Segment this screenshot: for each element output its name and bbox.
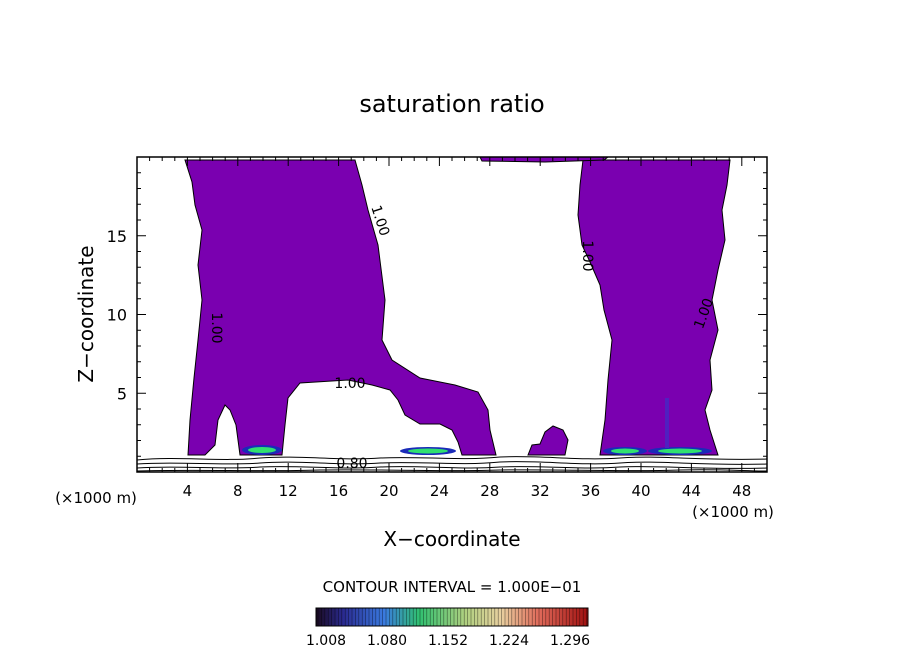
x-axis-label: X−coordinate bbox=[383, 527, 520, 551]
x-tick-label: 20 bbox=[379, 482, 398, 500]
colorbar-labels: 1.008 1.080 1.152 1.224 1.296 bbox=[306, 633, 590, 649]
colorbar-label: 1.080 bbox=[367, 633, 407, 649]
x-tick-label: 44 bbox=[682, 482, 701, 500]
x-tick-label: 40 bbox=[631, 482, 650, 500]
patch bbox=[665, 398, 669, 448]
contour-label: 0.80 bbox=[336, 456, 367, 472]
y-tick-label: 15 bbox=[107, 227, 127, 246]
x-tick-label: 28 bbox=[480, 482, 499, 500]
x-tick-label: 24 bbox=[430, 482, 449, 500]
y-tick-label: 5 bbox=[117, 384, 127, 403]
patch bbox=[248, 447, 276, 453]
right-plume bbox=[577, 159, 731, 456]
y-tick-label: 10 bbox=[107, 306, 127, 325]
x-unit-left: (×1000 m) bbox=[55, 489, 137, 507]
contour-label: 1.00 bbox=[208, 312, 224, 343]
supersaturated-regions bbox=[184, 156, 731, 456]
chart-title: saturation ratio bbox=[359, 90, 544, 118]
x-tick-label: 32 bbox=[531, 482, 550, 500]
x-tick-label: 16 bbox=[329, 482, 348, 500]
y-tick-labels: 5 10 15 bbox=[107, 227, 127, 404]
patch bbox=[611, 448, 639, 454]
contour-interval: CONTOUR INTERVAL = 1.000E−01 bbox=[323, 578, 582, 596]
plot-frame bbox=[136, 156, 768, 473]
colorbar-label: 1.008 bbox=[306, 633, 346, 649]
colorbar-label: 1.296 bbox=[550, 633, 590, 649]
high-saturation-patches bbox=[242, 398, 712, 455]
patch bbox=[658, 448, 702, 454]
x-tick-label: 12 bbox=[279, 482, 298, 500]
contour-label: 1.00 bbox=[579, 240, 595, 271]
colorbar-label: 1.224 bbox=[489, 633, 529, 649]
x-tick-label: 8 bbox=[233, 482, 243, 500]
y-axis-label: Z−coordinate bbox=[74, 245, 98, 382]
patch bbox=[408, 448, 448, 454]
x-tick-label: 48 bbox=[732, 482, 751, 500]
x-tick-label: 4 bbox=[183, 482, 193, 500]
x-tick-labels: 4 8 12 16 20 24 28 32 36 40 44 48 bbox=[183, 482, 752, 500]
colorbar bbox=[315, 607, 589, 627]
x-tick-label: 36 bbox=[581, 482, 600, 500]
contour-label: 1.00 bbox=[334, 376, 365, 392]
small-blob bbox=[527, 425, 569, 456]
x-unit-right: (×1000 m) bbox=[692, 503, 774, 521]
left-plume bbox=[184, 159, 497, 456]
colorbar-label: 1.152 bbox=[428, 633, 468, 649]
